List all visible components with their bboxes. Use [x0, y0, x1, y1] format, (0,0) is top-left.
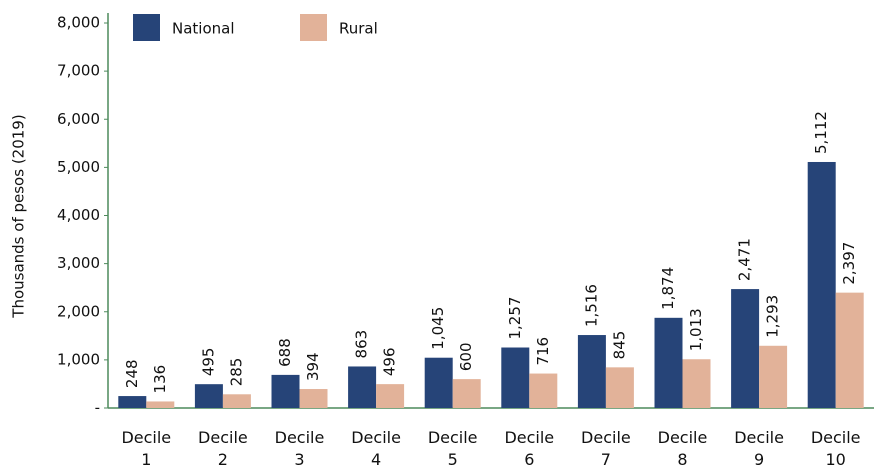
y-tick-label: 6,000	[57, 110, 100, 128]
x-tick-label: Decile 3	[274, 428, 325, 467]
bar	[759, 345, 788, 408]
y-tick-label: 7,000	[57, 62, 100, 80]
value-label: 5,112	[812, 111, 830, 154]
x-tick-label: Decile 10	[810, 428, 861, 467]
bar	[376, 384, 405, 408]
x-tick-label: Decile 4	[351, 428, 401, 467]
value-label: 600	[457, 342, 475, 371]
value-label: 1,045	[429, 307, 447, 350]
bar	[807, 161, 836, 408]
y-tick-label: 4,000	[57, 206, 100, 224]
bar	[682, 359, 711, 408]
legend-swatch	[300, 14, 327, 41]
bar	[299, 389, 328, 408]
x-tick-label: Decile 9	[734, 428, 784, 467]
bar	[348, 366, 377, 408]
y-axis-label: Thousands of pesos (2019)	[10, 114, 28, 318]
value-label: 136	[151, 365, 169, 394]
x-tick-label: Decile 5	[427, 428, 478, 467]
value-label: 248	[123, 359, 141, 388]
bar	[118, 396, 147, 408]
bar	[222, 394, 251, 408]
y-tick-label: -	[95, 399, 100, 417]
bar	[194, 384, 223, 408]
y-tick-label: 2,000	[57, 302, 100, 320]
value-label: 716	[534, 337, 552, 366]
value-label: 1,257	[506, 297, 524, 340]
bar	[452, 379, 481, 408]
legend-label: Rural	[339, 20, 378, 38]
value-label: 394	[304, 352, 322, 381]
bar	[424, 357, 453, 408]
value-label: 1,013	[687, 308, 705, 351]
bar	[529, 373, 558, 408]
legend-swatch	[133, 14, 160, 41]
legend-label: National	[172, 20, 235, 38]
bar	[501, 347, 530, 408]
bar	[577, 335, 606, 408]
value-label: 2,397	[840, 242, 858, 285]
value-label: 688	[276, 338, 294, 367]
x-tick-label: Decile 7	[581, 428, 631, 467]
x-tick-label: Decile 8	[657, 428, 708, 467]
x-tick-label: Decile 2	[198, 428, 248, 467]
value-label: 495	[199, 348, 217, 377]
value-label: 285	[227, 358, 245, 387]
value-label: 2,471	[736, 238, 754, 281]
value-label: 845	[610, 331, 628, 360]
value-label: 863	[353, 330, 371, 359]
value-label: 1,516	[582, 284, 600, 327]
value-label: 1,874	[659, 267, 677, 310]
bar	[605, 367, 634, 408]
bar	[146, 401, 175, 408]
bar	[835, 292, 864, 408]
bar	[271, 374, 300, 408]
value-label: 496	[381, 347, 399, 376]
bar	[654, 317, 683, 408]
value-label: 1,293	[764, 295, 782, 338]
x-tick-label: Decile 1	[121, 428, 172, 467]
y-tick-label: 5,000	[57, 158, 100, 176]
bar	[731, 289, 760, 408]
y-tick-label: 3,000	[57, 254, 100, 272]
x-tick-label: Decile 6	[504, 428, 555, 467]
y-tick-label: 1,000	[57, 350, 100, 368]
y-tick-label: 8,000	[57, 14, 100, 32]
